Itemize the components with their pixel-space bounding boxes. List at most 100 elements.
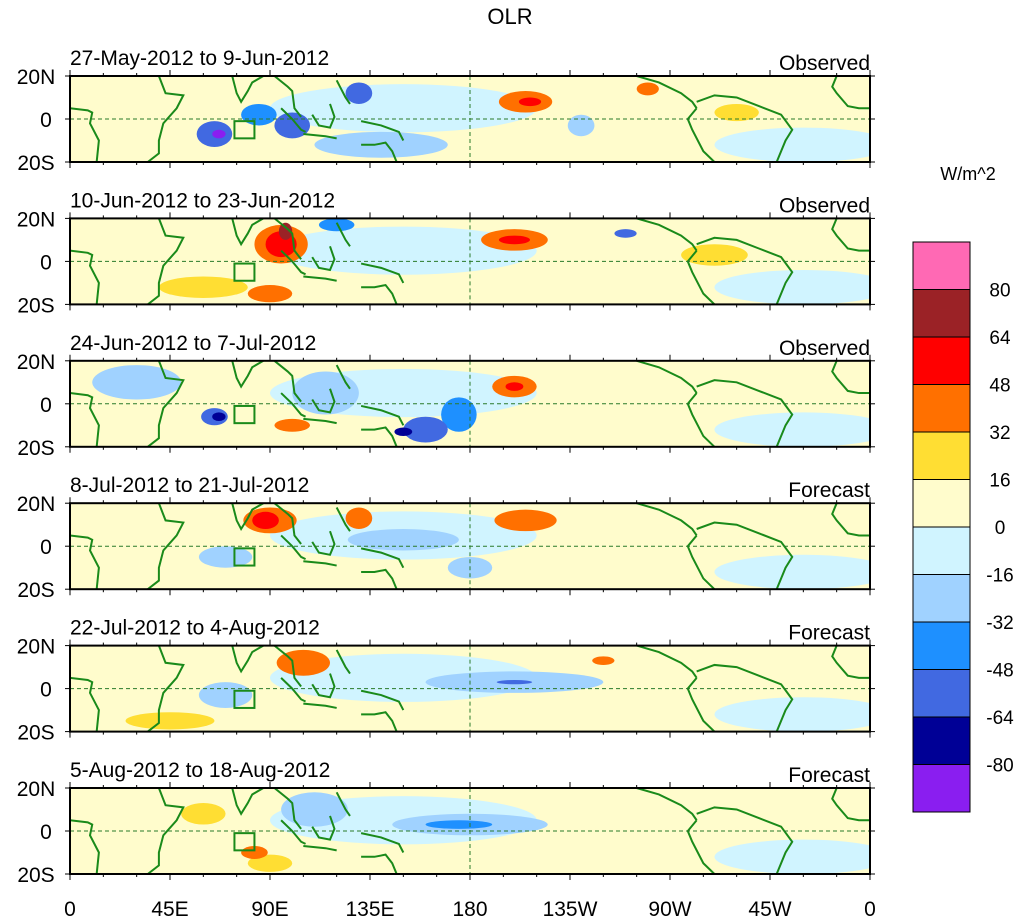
coastline [686,534,716,590]
region-box [233,547,256,567]
colorbar-label: 48 [989,376,1010,397]
anomaly-contour [212,412,226,422]
region-box [233,262,256,282]
coastline [311,815,336,841]
coastline [361,568,398,590]
y-tick-label: 20S [17,722,54,745]
colorbar-label: 0 [995,518,1006,539]
coastline [70,392,100,447]
y-tick-label: 0 [40,251,52,274]
colorbar-units: W/m^2 [940,164,995,184]
anomaly-contour [247,854,293,872]
coastline [696,379,794,447]
coastline [273,788,302,830]
coastline [311,388,336,414]
y-tick-label: 0 [40,394,52,417]
coastline [360,547,405,569]
coastline [831,503,870,537]
colorbar-label: 32 [989,423,1010,444]
coastline [70,676,100,732]
coastline [70,534,100,590]
anomaly-background-band [714,412,870,447]
coastline [686,107,716,162]
x-tick-label: 0 [864,898,876,920]
coastline [147,76,185,162]
coastline [335,791,351,817]
coastline [686,677,716,732]
colorbar-box [912,479,971,528]
coastline [696,806,794,874]
coastline [311,246,336,272]
coastline [335,222,351,247]
coastline [231,76,264,104]
coastline [361,426,398,447]
anomaly-contour [278,222,293,240]
coastline [831,360,870,395]
colorbar-box [912,574,971,623]
coastline [280,392,306,418]
map-panel: 20N 0 20S 27-May-2012 to 9-Jun-2012 Observed [17,47,875,175]
panel-period-label: 24-Jun-2012 to 7-Jul-2012 [70,332,316,355]
anomaly-contour [567,114,595,137]
y-tick-label: 20S [17,437,54,460]
anomaly-background-band [270,84,537,133]
coastline [311,103,336,129]
coastline [335,507,351,532]
colorbar-box [912,526,971,575]
anomaly-contour [181,803,226,825]
anomaly-contour [125,712,215,730]
anomaly-contour [494,509,557,532]
region-box [233,689,256,709]
x-tick-label: 45W [748,898,791,920]
anomaly-contour [714,103,759,122]
coastline [335,79,351,105]
coastline [303,845,337,852]
panel-period-label: 22-Jul-2012 to 4-Aug-2012 [70,617,320,640]
coastline [303,560,337,567]
x-tick-label: 180 [452,898,487,920]
coastline [360,689,405,711]
anomaly-contour [212,129,226,139]
coastline [361,853,398,874]
coastline [280,249,306,276]
anomaly-contour [592,656,615,665]
anomaly-contour [314,131,448,158]
coastline [831,218,870,252]
anomaly-contour [252,511,279,529]
anomaly-contour [241,846,268,859]
anomaly-background-band [714,270,870,305]
y-tick-label: 20N [17,351,56,374]
colorbar-box [912,621,971,670]
anomaly-background-band [714,127,870,162]
coastline [360,404,405,426]
coastline [831,76,870,110]
panel-period-label: 27-May-2012 to 9-Jun-2012 [70,47,329,70]
coastline [303,702,337,709]
coastline [311,530,336,556]
anomaly-contour [614,229,637,238]
anomaly-contour [281,792,348,827]
anomaly-contour [425,820,493,829]
colorbar-box [912,289,971,338]
colorbar-box [912,716,971,765]
anomaly-contour [345,82,373,104]
map-panel: 20N 0 20S 22-Jul-2012 to 4-Aug-2012 Forecast [17,617,875,745]
y-tick-label: 20N [17,778,56,801]
y-tick-label: 0 [40,109,52,132]
anomaly-contour [345,507,373,529]
coastline [311,673,336,699]
coastline [686,819,716,874]
region-box [233,832,256,852]
anomaly-contour [636,82,659,96]
x-tick-label: 90W [648,898,691,920]
y-tick-label: 20S [17,294,54,317]
colorbar-label: -48 [986,661,1013,682]
map-panel: 20N 0 20S 5-Aug-2012 to 18-Aug-2012 Forecast [17,759,875,887]
coastline [231,788,264,816]
colorbar-box [912,764,971,813]
map-panel: 20N 0 20S 10-Jun-2012 to 23-Jun-2012 Observe… [17,189,875,317]
coastline [686,392,716,447]
anomaly-contour [292,371,359,415]
x-tick-label: 45E [151,898,188,920]
